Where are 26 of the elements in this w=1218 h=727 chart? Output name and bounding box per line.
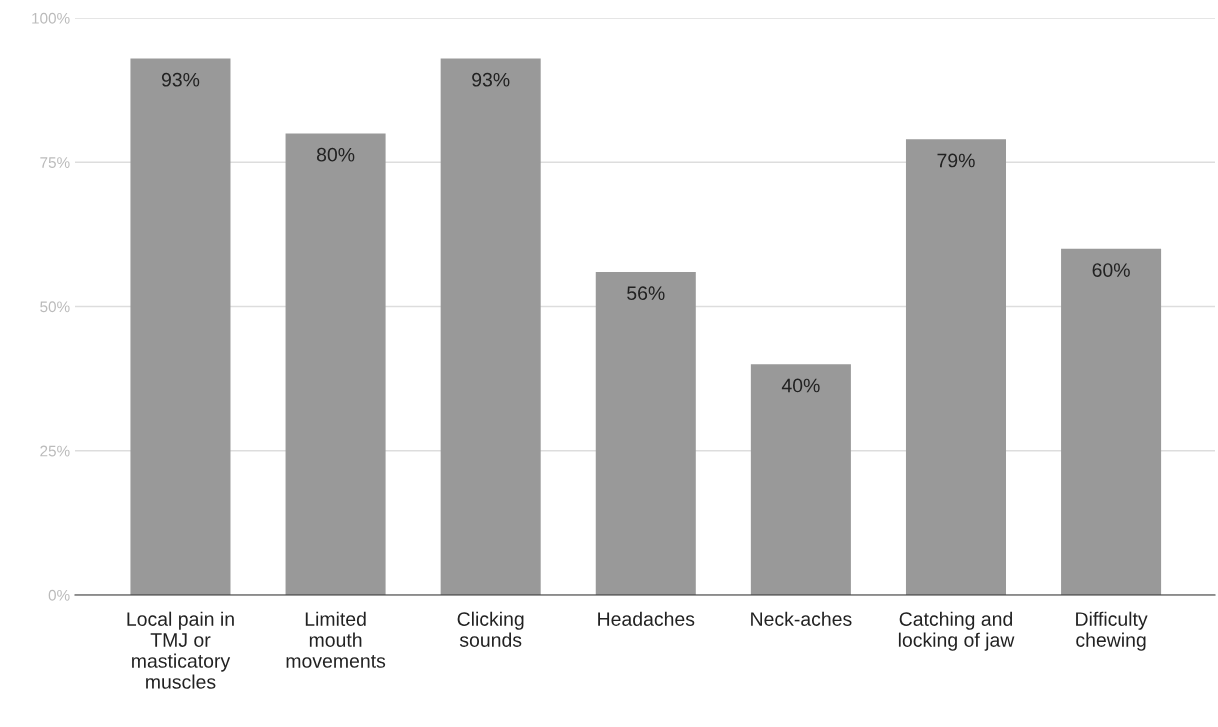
bar [905,139,1006,595]
data-label: 93% [472,72,510,87]
bar [1061,248,1162,595]
x-tick-label: Neck-aches [751,611,852,626]
x-tick-label: Catching and locking of jaw [898,611,1015,651]
x-tick-label: Limited mouth movements [286,611,386,668]
bar [130,58,231,595]
bar [440,58,541,595]
y-tick-label: 50% [40,301,70,313]
data-label: 79% [937,153,975,168]
data-label: 40% [781,378,820,393]
bar [750,364,851,595]
y-tick-label: 75% [40,157,70,168]
x-tick-label: Difficulty chewing [1076,611,1148,651]
data-label: 93% [161,72,200,87]
y-tick-label: 100% [32,12,70,24]
bar [595,271,696,595]
y-tick-label: 0% [48,589,70,601]
y-tick-label: 25% [40,445,70,457]
x-tick-label: Headaches [598,611,695,626]
data-label: 80% [316,147,355,162]
x-tick-label: Clicking sounds [457,611,524,647]
data-label: 56% [627,286,665,301]
x-tick-label: Local pain in TMJ or masticatory muscles [127,611,234,689]
bar [285,133,386,595]
data-label: 60% [1092,263,1130,277]
